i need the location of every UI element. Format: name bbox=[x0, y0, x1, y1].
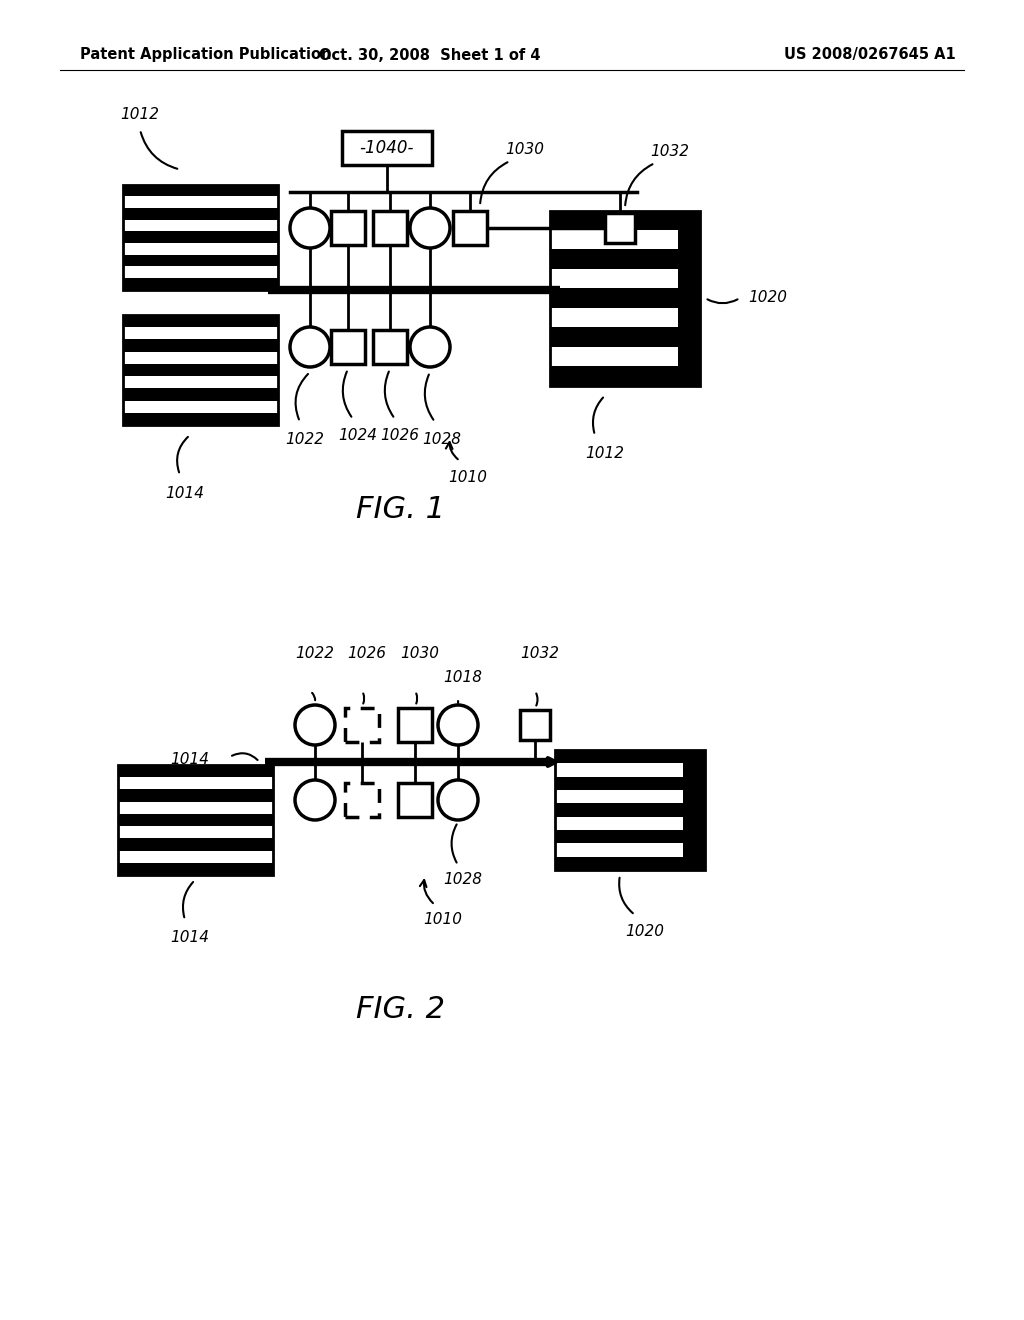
Bar bbox=[118, 766, 272, 875]
Bar bbox=[683, 750, 705, 870]
Text: 1026: 1026 bbox=[347, 645, 386, 660]
Text: 1028: 1028 bbox=[423, 432, 462, 446]
Bar bbox=[605, 213, 635, 243]
Bar bbox=[123, 315, 278, 327]
Bar bbox=[550, 249, 700, 269]
Text: FIG. 2: FIG. 2 bbox=[355, 995, 444, 1024]
Text: 1018: 1018 bbox=[443, 671, 482, 685]
Circle shape bbox=[295, 780, 335, 820]
Text: 1026: 1026 bbox=[381, 429, 420, 444]
Text: 1012: 1012 bbox=[586, 446, 625, 461]
Bar bbox=[123, 207, 278, 219]
Circle shape bbox=[438, 780, 478, 820]
Text: 1030: 1030 bbox=[400, 645, 439, 660]
Bar bbox=[118, 838, 272, 850]
Bar bbox=[331, 211, 365, 246]
Bar bbox=[118, 863, 272, 875]
Text: Patent Application Publication: Patent Application Publication bbox=[80, 48, 332, 62]
Text: 1022: 1022 bbox=[296, 645, 335, 660]
Circle shape bbox=[290, 327, 330, 367]
Bar bbox=[118, 789, 272, 801]
Bar bbox=[373, 330, 407, 364]
Text: 1020: 1020 bbox=[626, 924, 665, 940]
Bar bbox=[123, 185, 278, 289]
Bar bbox=[555, 750, 705, 763]
Bar bbox=[345, 708, 379, 742]
Bar bbox=[123, 388, 278, 400]
Bar bbox=[118, 766, 272, 875]
Text: 1014: 1014 bbox=[166, 486, 205, 500]
Bar bbox=[398, 708, 432, 742]
Bar bbox=[550, 210, 700, 385]
Bar bbox=[555, 776, 705, 789]
Bar bbox=[345, 783, 379, 817]
Bar bbox=[555, 750, 705, 870]
Bar bbox=[123, 364, 278, 376]
Bar bbox=[550, 366, 700, 385]
Circle shape bbox=[438, 705, 478, 744]
Bar bbox=[520, 710, 550, 741]
Bar bbox=[550, 327, 700, 347]
Text: 1020: 1020 bbox=[749, 290, 787, 305]
Bar bbox=[555, 830, 705, 843]
Text: Oct. 30, 2008  Sheet 1 of 4: Oct. 30, 2008 Sheet 1 of 4 bbox=[319, 48, 541, 62]
Bar bbox=[550, 288, 700, 308]
Bar bbox=[123, 413, 278, 425]
Bar bbox=[123, 315, 278, 425]
Bar bbox=[555, 857, 705, 870]
Bar bbox=[123, 277, 278, 289]
Bar bbox=[555, 750, 705, 870]
Bar bbox=[342, 131, 432, 165]
Bar bbox=[123, 315, 278, 425]
Text: 1032: 1032 bbox=[520, 645, 559, 660]
Bar bbox=[398, 783, 432, 817]
Bar bbox=[123, 185, 278, 197]
Bar bbox=[118, 814, 272, 826]
Bar bbox=[118, 766, 272, 777]
Text: 1014: 1014 bbox=[171, 929, 210, 945]
Text: 1012: 1012 bbox=[121, 107, 160, 121]
Bar bbox=[123, 255, 278, 267]
Text: -1040-: -1040- bbox=[359, 139, 415, 157]
Text: 1010: 1010 bbox=[449, 470, 487, 484]
Circle shape bbox=[295, 705, 335, 744]
Text: 1014: 1014 bbox=[170, 752, 209, 767]
Bar bbox=[373, 211, 407, 246]
Bar bbox=[453, 211, 487, 246]
Bar bbox=[123, 231, 278, 243]
Bar bbox=[331, 330, 365, 364]
Text: 1030: 1030 bbox=[506, 141, 545, 157]
Text: 1032: 1032 bbox=[650, 144, 689, 158]
Bar bbox=[550, 210, 700, 385]
Bar bbox=[123, 339, 278, 351]
Text: 1024: 1024 bbox=[339, 429, 378, 444]
Bar bbox=[550, 210, 700, 230]
Bar bbox=[555, 804, 705, 817]
Bar bbox=[678, 210, 700, 385]
Text: FIG. 1: FIG. 1 bbox=[355, 495, 444, 524]
Text: 1028: 1028 bbox=[443, 873, 482, 887]
Text: 1022: 1022 bbox=[286, 432, 325, 446]
Circle shape bbox=[290, 209, 330, 248]
Circle shape bbox=[410, 327, 450, 367]
Text: 1010: 1010 bbox=[424, 912, 463, 928]
Circle shape bbox=[410, 209, 450, 248]
Text: US 2008/0267645 A1: US 2008/0267645 A1 bbox=[784, 48, 955, 62]
Bar bbox=[123, 185, 278, 289]
